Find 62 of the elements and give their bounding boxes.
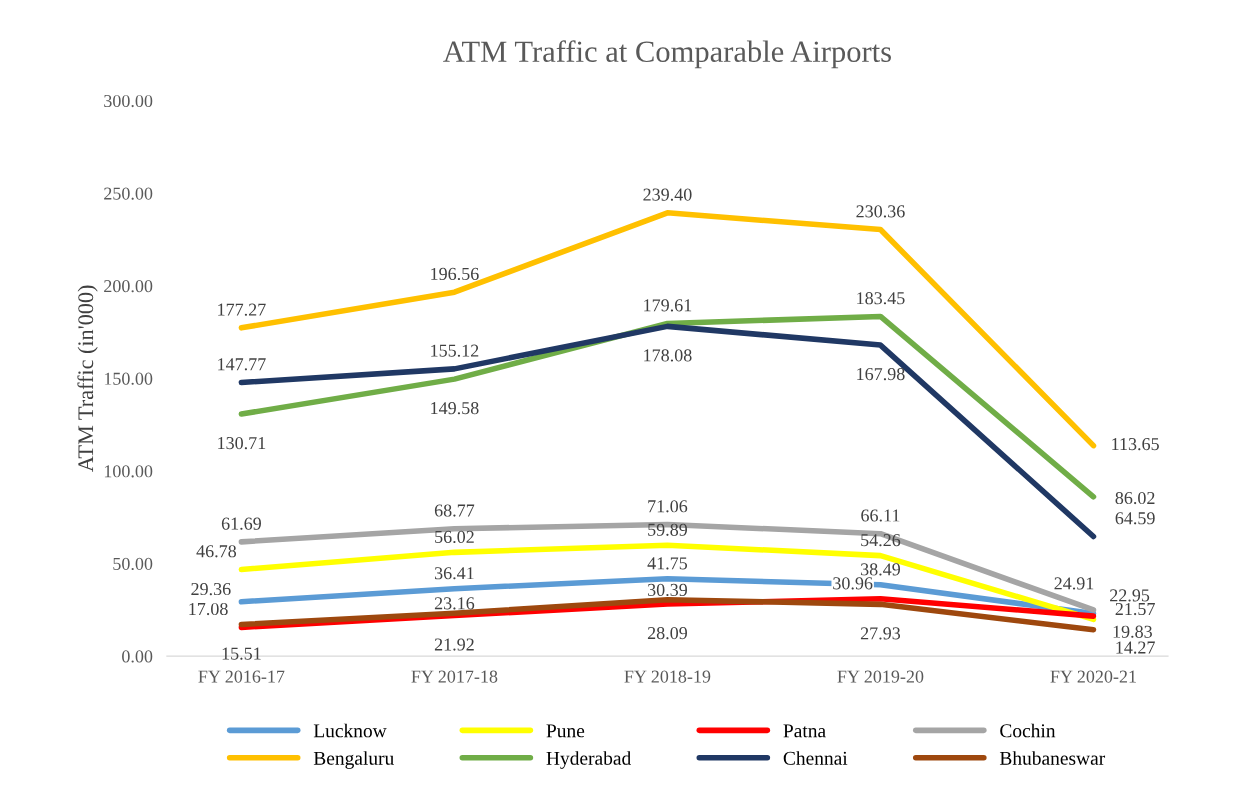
legend-label: Chennai xyxy=(783,751,848,765)
data-label: 64.59 xyxy=(1115,512,1155,525)
legend-label: Lucknow xyxy=(313,723,387,738)
x-tick-label: FY 2019-20 xyxy=(837,670,924,683)
y-tick-label: 300.00 xyxy=(104,94,153,108)
data-label: 36.41 xyxy=(434,567,474,580)
data-label: 17.08 xyxy=(189,602,228,616)
data-label: 86.02 xyxy=(1115,491,1155,505)
data-label: 23.16 xyxy=(434,597,475,610)
data-label: 30.96 xyxy=(833,577,873,590)
data-label: 29.36 xyxy=(191,582,231,596)
data-label: 28.09 xyxy=(647,626,688,640)
data-label: 147.77 xyxy=(218,358,266,371)
legend-label: Cochin xyxy=(1000,723,1056,738)
data-label: 177.27 xyxy=(218,303,266,316)
data-label: 56.02 xyxy=(435,530,474,544)
data-label: 14.27 xyxy=(1116,641,1155,654)
y-tick-label: 0.00 xyxy=(122,650,153,663)
data-label: 155.12 xyxy=(431,344,479,357)
data-label: 24.91 xyxy=(1054,577,1094,590)
legend-label: Pune xyxy=(546,724,585,738)
data-label: 183.45 xyxy=(857,292,905,305)
data-label: 21.57 xyxy=(1115,602,1155,616)
y-axis-title: ATM Traffic (in'000) xyxy=(77,285,98,472)
data-label: 19.83 xyxy=(1113,625,1152,638)
data-label: 149.58 xyxy=(431,402,479,415)
data-label: 21.92 xyxy=(434,638,474,651)
x-tick-label: FY 2020-21 xyxy=(1050,670,1136,683)
data-label: 46.78 xyxy=(196,545,237,558)
data-label: 27.93 xyxy=(860,627,901,640)
legend-label: Hyderabad xyxy=(546,751,631,769)
data-label: 130.71 xyxy=(218,436,266,450)
data-label: 113.65 xyxy=(1112,438,1159,451)
x-tick-label: FY 2017-18 xyxy=(411,670,498,683)
data-label: 54.26 xyxy=(861,534,901,547)
x-tick-label: FY 2016-17 xyxy=(198,670,285,683)
data-label: 179.61 xyxy=(644,299,692,312)
legend-label: Bhubaneswar xyxy=(999,751,1106,765)
data-label: 41.75 xyxy=(647,557,688,570)
x-tick-label: FY 2018-19 xyxy=(624,670,711,683)
data-label: 68.77 xyxy=(434,504,475,517)
data-label: 196.56 xyxy=(431,267,479,281)
chart-title: ATM Traffic at Comparable Airports xyxy=(443,40,891,69)
data-label: 30.39 xyxy=(647,583,688,597)
data-label: 15.51 xyxy=(222,647,261,660)
data-label: 61.69 xyxy=(221,517,261,530)
data-label: 230.36 xyxy=(856,205,905,218)
y-tick-label: 250.00 xyxy=(104,187,153,200)
data-label: 178.08 xyxy=(644,349,692,362)
legend-label: Bengaluru xyxy=(313,751,394,769)
data-label: 71.06 xyxy=(648,500,688,513)
legend-label: Patna xyxy=(783,724,826,738)
y-tick-label: 200.00 xyxy=(104,280,153,293)
data-label: 167.98 xyxy=(857,367,905,381)
data-label: 59.89 xyxy=(648,523,688,536)
data-label: 239.40 xyxy=(643,188,692,201)
data-label: 22.95 xyxy=(1110,589,1150,602)
y-tick-label: 50.00 xyxy=(113,557,153,571)
y-tick-label: 150.00 xyxy=(104,372,153,385)
data-label: 38.49 xyxy=(861,563,901,576)
data-label: 66.11 xyxy=(861,509,900,522)
y-tick-label: 100.00 xyxy=(104,465,153,478)
